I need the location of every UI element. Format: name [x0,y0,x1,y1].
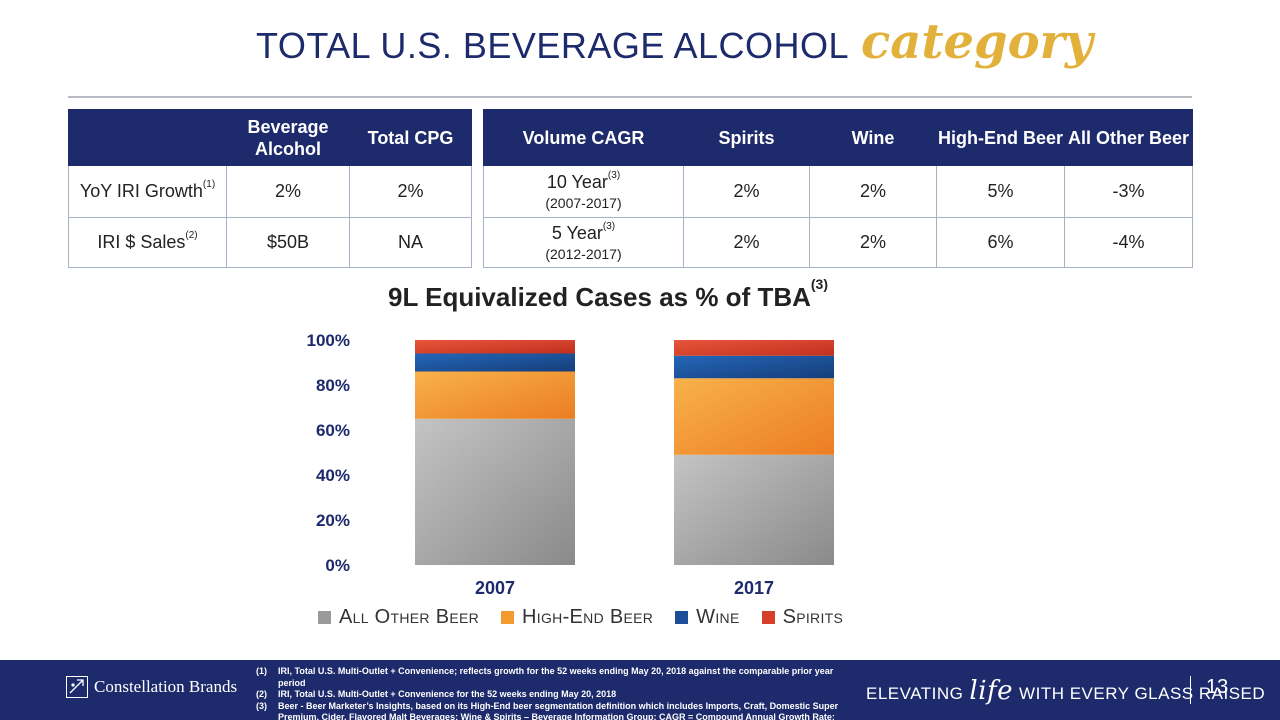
page-number: 13 [1206,676,1229,698]
table-row: 5 Year(3) (2012-2017) 2% 2% 6% -4% [483,217,1193,268]
table-header-cell [68,109,227,166]
brand-name: Constellation Brands [94,677,238,696]
footnotes: (1) IRI, Total U.S. Multi-Outlet + Conven… [256,666,856,720]
volume-cagr-table: Volume CAGR Spirits Wine High-End Beer A… [483,109,1193,268]
table-cell: $50B [226,217,350,268]
table-cell: 6% [936,217,1065,268]
legend-swatch [761,611,775,624]
table-cell: 2% [809,165,937,218]
row-sublabel: (2007-2017) [545,195,622,211]
title-divider [68,96,1192,98]
legend-item: All Other Beer [318,606,479,629]
footnote: (2) IRI, Total U.S. Multi-Outlet + Conven… [256,689,617,699]
y-axis: 0% 20% 40% 60% 80% 100% [307,331,350,575]
title-accent: category [861,14,1093,70]
table-header-cell: Beverage Alcohol [226,109,350,166]
y-tick-label: 0% [325,556,350,575]
legend-label: Spirits [782,606,844,628]
y-tick-label: 20% [316,511,350,530]
y-tick-label: 100% [307,331,350,350]
table-cell: NA [349,217,472,268]
legend-swatch [318,611,331,624]
page-title: TOTAL U.S. BEVERAGE ALCOHOL category [256,14,1093,84]
y-tick-label: 60% [316,421,350,440]
table-cell: 2% [809,217,937,268]
y-tick-label: 80% [316,376,350,395]
table-cell: 5% [936,165,1065,218]
table-cell: 2% [226,165,350,218]
chart-legend: All Other Beer High-End Beer Wine Spirits [318,606,843,629]
tagline: ELEVATING life WITH EVERY GLASS RAISED [866,676,1266,706]
star-logo-icon [66,676,88,698]
legend-item: Wine [675,606,739,629]
table-header-cell: Total CPG [349,109,472,166]
stacked-bar-chart: 0% 20% 40% 60% 80% 100% 2007 2017 [307,331,834,598]
table-cell: -4% [1064,217,1193,268]
iri-growth-table: Beverage Alcohol Total CPG YoY IRI Growt… [68,109,472,268]
bar-2017-spirits [674,340,834,356]
legend-label: Wine [696,606,740,628]
legend-item: High-End Beer [501,606,653,629]
footnote: (3) Beer - Beer Marketer’s Insights, base… [256,700,839,720]
title-main: TOTAL U.S. BEVERAGE ALCOHOL [256,25,850,66]
legend-item: Spirits [761,606,844,629]
table-row: 10 Year(3) (2007-2017) 2% 2% 5% -3% [483,165,1193,218]
table-header-cell: Wine [809,109,937,166]
x-tick-label: 2007 [475,578,515,598]
brand-logo: Constellation Brands [66,676,237,698]
footnote: (1) IRI, Total U.S. Multi-Outlet + Conven… [256,666,834,688]
row-sublabel: (2012-2017) [545,246,622,262]
x-axis: 2007 2017 [475,578,774,598]
table-header-cell: Spirits [683,109,810,166]
footer-bar: Constellation Brands (1) IRI, Total U.S. … [0,660,1280,720]
y-tick-label: 40% [316,466,350,485]
table-header-cell: High-End Beer [936,109,1065,166]
bar-2017-high-end-beer [674,378,834,455]
table-header-cell: All Other Beer [1064,109,1193,166]
row-label: 10 Year(3) (2007-2017) [483,165,684,218]
row-label: 5 Year(3) (2012-2017) [483,217,684,268]
bar-2007-all-other-beer [415,418,575,565]
row-label: YoY IRI Growth(1) [68,165,227,218]
chart-title: 9L Equivalized Cases as % of TBA(3) [388,276,829,312]
bar-2017-wine [674,355,834,379]
table-row: IRI $ Sales(2) $50B NA [68,217,472,268]
bar-2007-high-end-beer [415,371,575,419]
table-cell: 2% [349,165,472,218]
table-cell: 2% [683,165,810,218]
legend-label: All Other Beer [339,606,480,628]
bar-2017-all-other-beer [674,454,834,565]
legend-swatch [675,611,689,624]
x-tick-label: 2017 [734,578,774,598]
legend-swatch [501,611,515,624]
bar-2007-wine [415,353,575,372]
bar-2007-spirits [415,340,575,354]
table-header-cell: Volume CAGR [483,109,684,166]
footer-divider [1190,676,1191,704]
table-cell: 2% [683,217,810,268]
legend-label: High-End Beer [522,606,654,628]
table-row: YoY IRI Growth(1) 2% 2% [68,165,472,218]
table-cell: -3% [1064,165,1193,218]
bars [415,340,834,565]
row-label: IRI $ Sales(2) [68,217,227,268]
